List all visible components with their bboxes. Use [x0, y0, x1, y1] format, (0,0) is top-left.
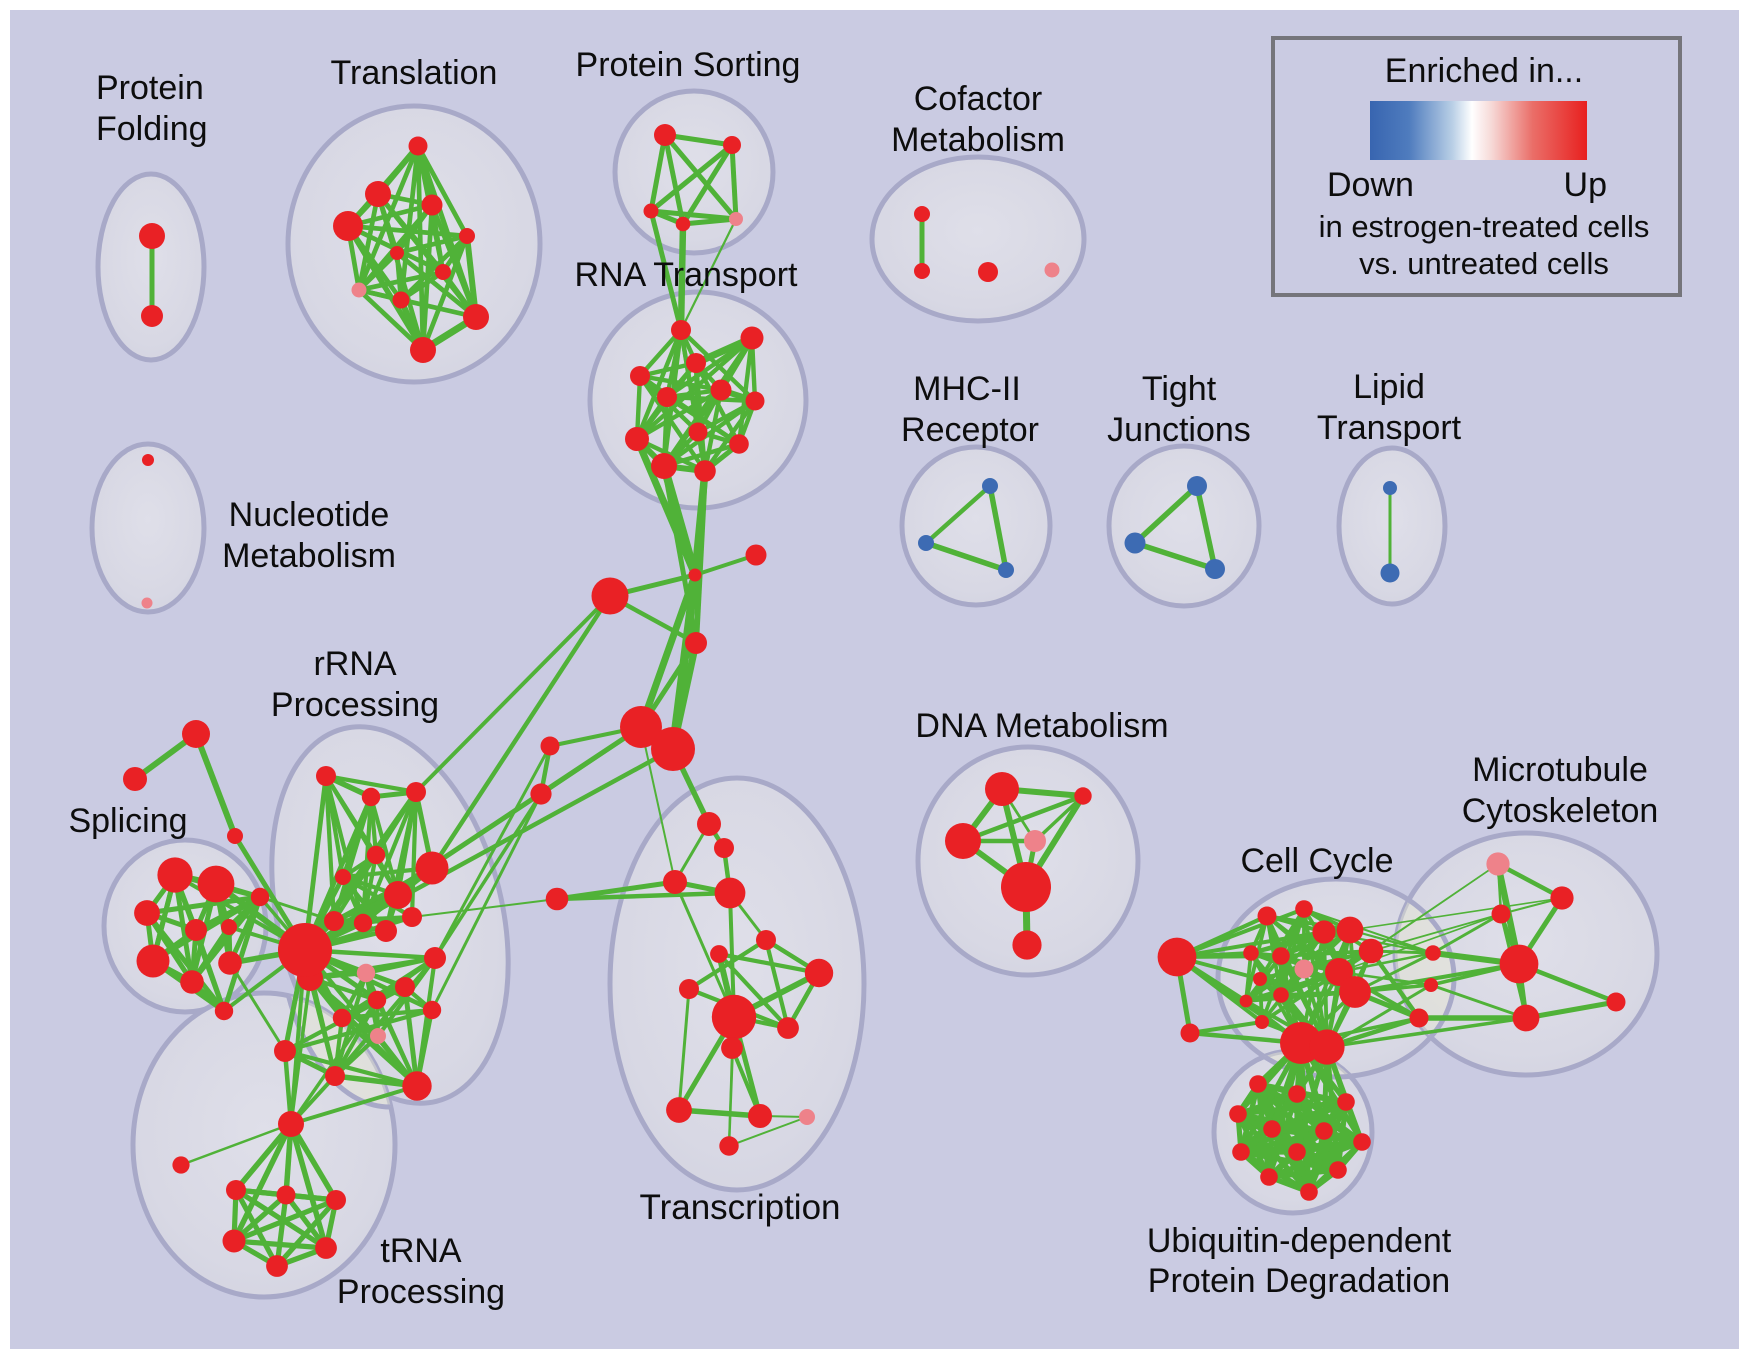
svg-text:Enriched in...: Enriched in...: [1385, 52, 1583, 90]
svg-text:RNA Transport: RNA Transport: [575, 256, 799, 294]
svg-text:in estrogen-treated cells: in estrogen-treated cells: [1319, 209, 1650, 244]
svg-text:Metabolism: Metabolism: [891, 121, 1065, 159]
svg-text:Down: Down: [1327, 166, 1414, 204]
svg-text:Folding: Folding: [96, 110, 208, 148]
svg-text:Processing: Processing: [271, 686, 439, 724]
svg-text:Transport: Transport: [1317, 409, 1462, 447]
svg-text:Cofactor: Cofactor: [914, 80, 1043, 118]
svg-text:Nucleotide: Nucleotide: [229, 496, 390, 534]
svg-text:tRNA: tRNA: [380, 1232, 462, 1270]
svg-text:Transcription: Transcription: [640, 1188, 841, 1227]
svg-text:Metabolism: Metabolism: [222, 537, 396, 575]
svg-text:Lipid: Lipid: [1353, 368, 1425, 406]
svg-text:Tight: Tight: [1142, 370, 1217, 408]
svg-text:Protein: Protein: [96, 69, 204, 107]
svg-text:Receptor: Receptor: [901, 411, 1039, 449]
svg-text:Up: Up: [1564, 166, 1607, 204]
svg-text:Splicing: Splicing: [68, 802, 187, 840]
svg-text:Ubiquitin-dependent: Ubiquitin-dependent: [1147, 1222, 1452, 1260]
svg-text:vs. untreated cells: vs. untreated cells: [1359, 246, 1609, 281]
svg-text:Junctions: Junctions: [1107, 411, 1251, 449]
svg-text:Cell Cycle: Cell Cycle: [1240, 842, 1393, 880]
svg-text:Cytoskeleton: Cytoskeleton: [1462, 792, 1659, 830]
svg-text:Processing: Processing: [337, 1273, 505, 1311]
svg-text:DNA Metabolism: DNA Metabolism: [915, 707, 1168, 745]
svg-text:rRNA: rRNA: [313, 645, 396, 683]
svg-text:Protein Sorting: Protein Sorting: [576, 46, 801, 84]
svg-text:MHC-II: MHC-II: [913, 370, 1021, 408]
svg-text:Protein Degradation: Protein Degradation: [1148, 1262, 1450, 1300]
svg-text:Translation: Translation: [331, 54, 498, 92]
svg-text:Microtubule: Microtubule: [1472, 751, 1648, 789]
